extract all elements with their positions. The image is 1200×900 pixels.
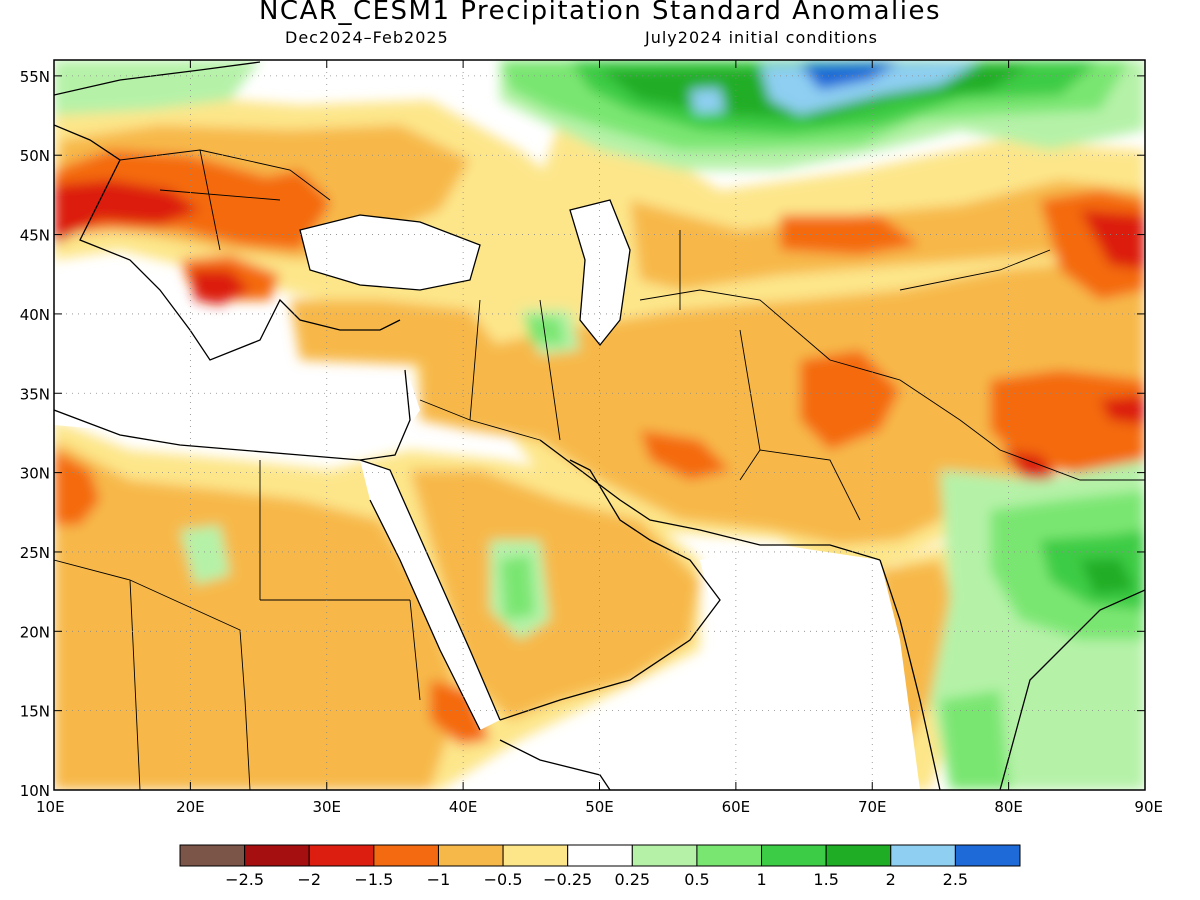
wet-region-caspian <box>525 315 565 345</box>
dry-region-nepal-strong <box>1000 450 1060 485</box>
colorbar: −2.5 −2 −1.5 −1 −0.5 −0.25 0.25 0.5 1 1.5 2 2.5 <box>179 844 1021 889</box>
lon-tick-label: 10E <box>36 798 65 816</box>
red-sea-coast <box>359 459 501 731</box>
dry-region-sahel <box>54 440 460 790</box>
lat-tick-label: 55N <box>20 68 50 86</box>
wet-region-myanmar-strong <box>1080 558 1135 595</box>
lat-tick-label: 20N <box>20 623 50 641</box>
dry-region-albania-strong <box>190 270 250 305</box>
red-sea <box>360 460 500 730</box>
lat-tick-label: 35N <box>20 385 50 403</box>
mediterranean-sea <box>54 370 420 455</box>
colorbar-label: 0.5 <box>684 870 709 889</box>
colorbar-swatch <box>825 844 892 867</box>
colorbar-swatch <box>954 844 1021 867</box>
map-title: NCAR_CESM1 Precipitation Standard Anomal… <box>258 0 942 26</box>
caspian-sea <box>570 200 630 345</box>
dry-region-iran-afghanistan <box>420 240 1145 545</box>
axis-ticks: 10E 20E 30E 40E 50E 60E 70E 80E 90E 10N 15N 20N 25N 3… <box>20 60 1163 816</box>
dry-region-tibet-strong <box>1100 395 1145 425</box>
dry-region-alps-strong <box>54 180 200 245</box>
arabian-peninsula-coast <box>499 459 721 721</box>
colorbar-swatch <box>308 844 375 867</box>
colorbar-label: −0.5 <box>484 870 523 889</box>
lon-tick-label: 40E <box>449 798 478 816</box>
lat-tick-label: 30N <box>20 465 50 483</box>
season-subtitle: Dec2024–Feb2025 <box>285 28 449 47</box>
anomaly-fields <box>54 60 1145 790</box>
colorbar-label: −0.25 <box>543 870 592 889</box>
lat-tick-label: 15N <box>20 703 50 721</box>
colorbar-swatch <box>631 844 698 867</box>
dry-region-arabia <box>410 470 700 720</box>
colorbar-swatch <box>244 844 310 867</box>
dry-region-kazakh-mod <box>780 215 920 255</box>
wet-region-sudan-light <box>180 525 230 585</box>
colorbar-swatch <box>437 844 504 867</box>
colorbar-swatch <box>502 844 569 867</box>
lat-tick-label: 45N <box>20 227 50 245</box>
initial-conditions-subtitle: July2024 initial conditions <box>645 28 878 47</box>
caspian-coast <box>569 199 631 347</box>
colorbar-swatch <box>373 844 439 867</box>
india-coast <box>879 559 1145 790</box>
colorbar-swatch <box>761 844 827 867</box>
colorbar-swatch <box>179 844 246 867</box>
lat-tick-label: 25N <box>20 544 50 562</box>
africa-horn-coast <box>499 739 611 790</box>
colorbar-swatch <box>890 844 956 867</box>
colorbar-label: −2.5 <box>225 870 264 889</box>
wet-region-north-europe-light <box>54 60 260 115</box>
dry-region-sahara-mod <box>54 450 100 525</box>
lon-tick-label: 70E <box>858 798 887 816</box>
dry-region-tibet-mod <box>990 370 1145 475</box>
colorbar-label: −2 <box>297 870 321 889</box>
colorbar-label: 2.5 <box>943 870 968 889</box>
colorbar-label: 2 <box>886 870 896 889</box>
lon-tick-label: 50E <box>585 798 614 816</box>
lon-tick-label: 30E <box>312 798 341 816</box>
colorbar-label: −1.5 <box>354 870 393 889</box>
lat-tick-label: 40N <box>20 306 50 324</box>
colorbar-swatch <box>696 844 763 867</box>
dry-region-afghanistan-mod <box>800 350 900 450</box>
wet-region-west-siberia-very <box>690 88 725 114</box>
colorbar-label: −1 <box>427 870 451 889</box>
dry-region-anatolia <box>290 300 500 365</box>
dry-region-east-asia-strong <box>1080 210 1145 270</box>
lat-tick-label: 50N <box>20 147 50 165</box>
persian-gulf-coast <box>539 439 881 561</box>
lon-tick-label: 60E <box>722 798 751 816</box>
wet-region-arabia <box>500 555 535 620</box>
colorbar-label: 0.25 <box>614 870 650 889</box>
colorbar-label: 1.5 <box>813 870 838 889</box>
border-lines <box>54 149 1145 790</box>
lon-tick-label: 20E <box>176 798 205 816</box>
country-borders <box>54 149 1145 790</box>
black-sea <box>300 215 480 290</box>
dry-region-romania-mod <box>250 170 330 235</box>
arabian-sea <box>580 545 920 790</box>
lon-tick-label: 80E <box>994 798 1023 816</box>
mediterranean-coast <box>54 369 411 461</box>
wet-region-siberia-extreme <box>800 62 900 90</box>
lon-tick-label: 90E <box>1134 798 1163 816</box>
wet-region-south-india <box>940 690 1010 790</box>
colorbar-label: 1 <box>756 870 766 889</box>
colorbar-swatch <box>567 844 633 867</box>
dry-region-iran-mod <box>640 430 730 480</box>
dry-region-yemen-mod <box>430 680 490 745</box>
black-sea-coast <box>299 214 481 291</box>
lat-tick-label: 10N <box>20 782 50 800</box>
